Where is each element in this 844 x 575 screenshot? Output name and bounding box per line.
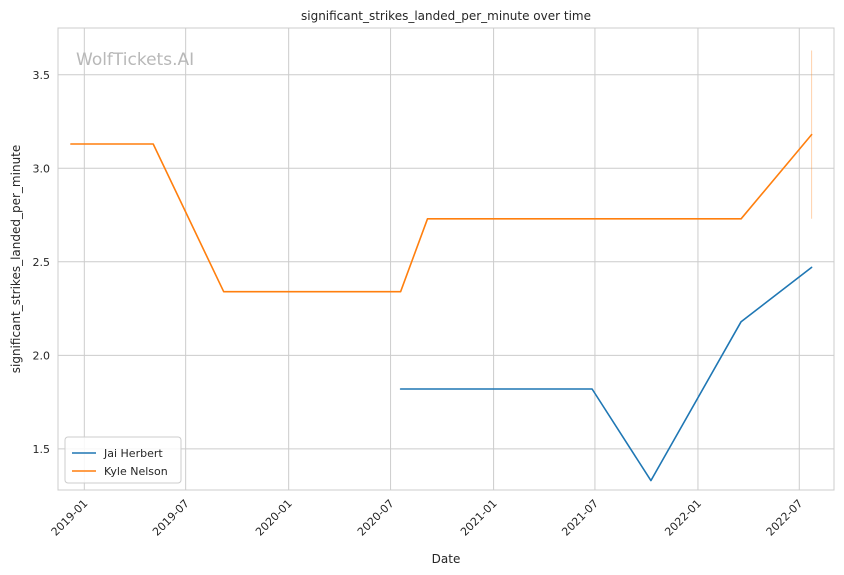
x-tick-label: 2021-07 (559, 497, 601, 539)
y-axis-label: significant_strikes_landed_per_minute (9, 145, 23, 374)
legend-label-jai-herbert: Jai Herbert (103, 447, 163, 460)
legend-label-kyle-nelson: Kyle Nelson (104, 465, 168, 478)
x-tick-label: 2020-01 (253, 497, 295, 539)
watermark-text: WolfTickets.AI (76, 50, 194, 70)
chart-title: significant_strikes_landed_per_minute ov… (301, 9, 591, 23)
x-gridlines (83, 28, 800, 490)
x-tick-label: 2022-01 (662, 497, 704, 539)
series-line-kyle-nelson (70, 133, 813, 293)
y-gridlines (58, 74, 834, 450)
legend: Jai Herbert Kyle Nelson (64, 436, 182, 484)
series-line-jai-herbert (399, 266, 813, 482)
y-tick-label: 2.0 (33, 349, 51, 362)
plot-area (57, 27, 835, 491)
x-tick-label: 2020-07 (355, 497, 397, 539)
x-tick-label: 2019-07 (150, 497, 192, 539)
x-tick-label: 2019-01 (49, 497, 91, 539)
x-axis-label: Date (432, 552, 461, 566)
y-tick-label: 1.5 (33, 443, 51, 456)
x-tick-label: 2021-01 (458, 497, 500, 539)
y-tick-labels: 1.5 2.0 2.5 3.0 3.5 (33, 69, 51, 456)
y-tick-label: 2.5 (33, 256, 51, 269)
x-tick-labels: 2019-01 2019-07 2020-01 2020-07 2021-01 2021-… (49, 497, 806, 539)
y-tick-label: 3.5 (33, 69, 51, 82)
x-tick-label: 2022-07 (764, 497, 806, 539)
series-lines (70, 133, 813, 482)
y-tick-label: 3.0 (33, 162, 51, 175)
